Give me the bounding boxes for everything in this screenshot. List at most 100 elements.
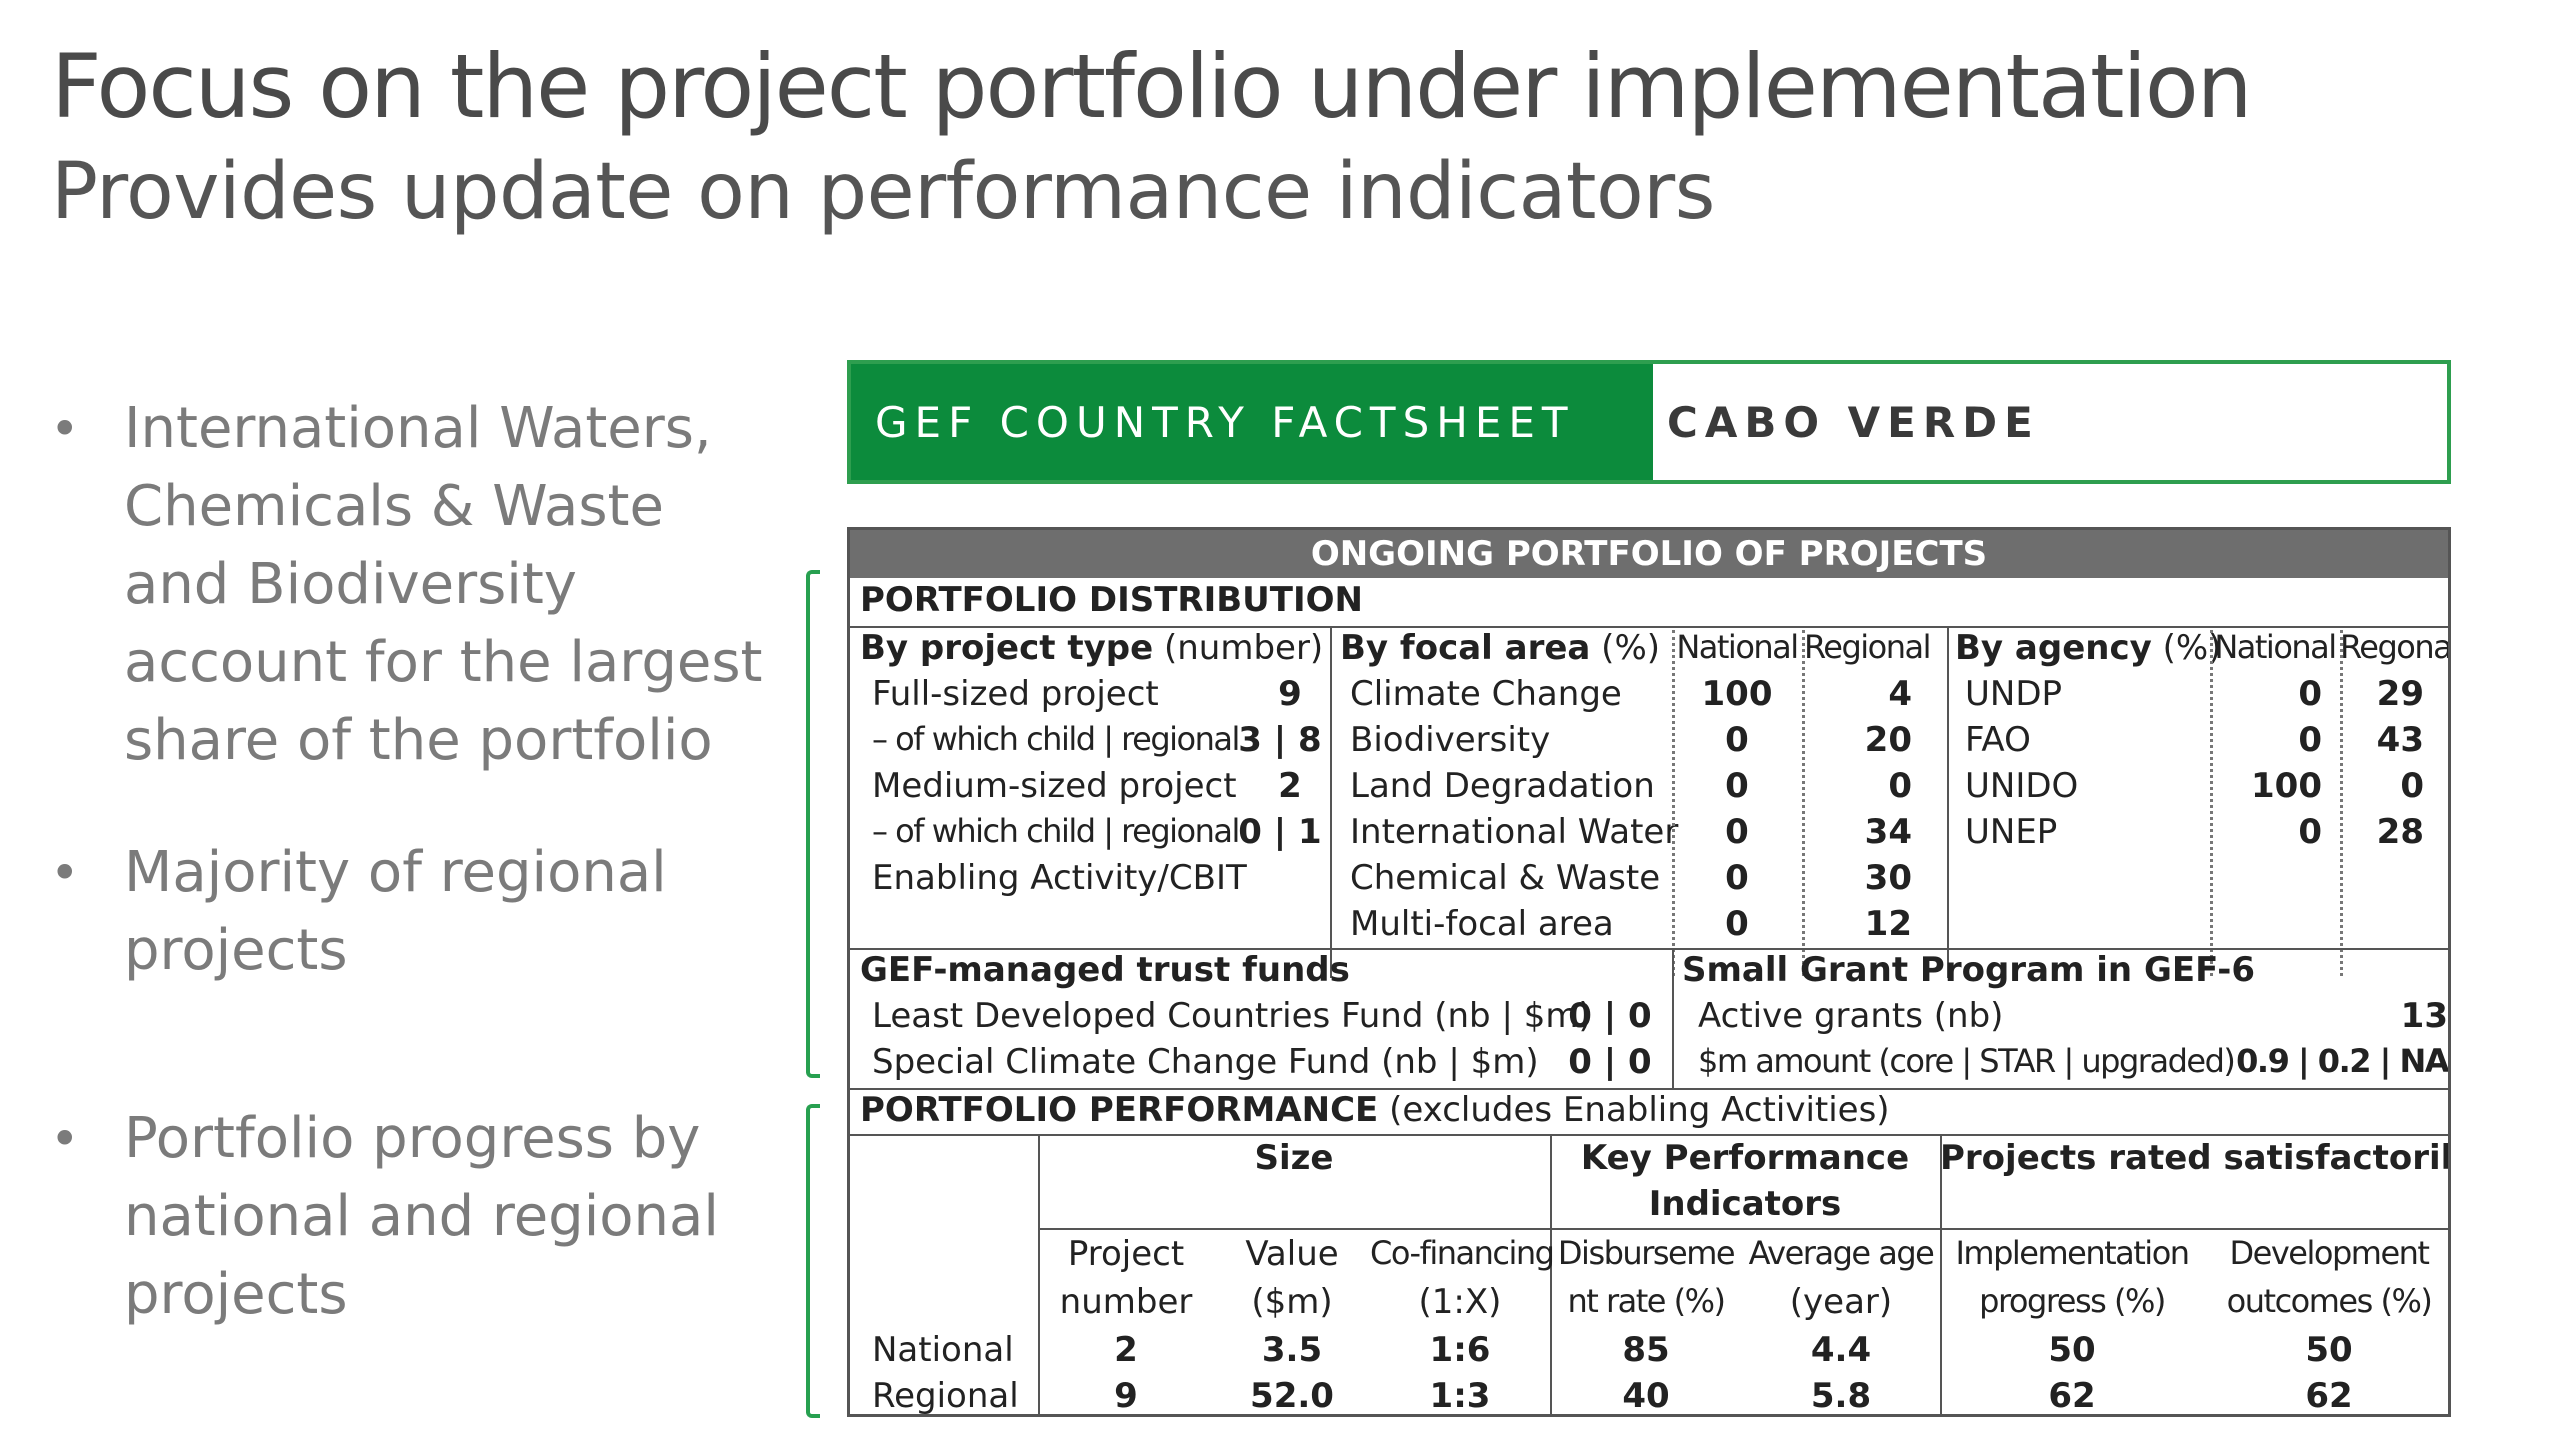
project-type-label: – of which child | regional: [872, 812, 1240, 850]
divider: [1550, 1134, 1552, 1414]
trust-funds-title: GEF-managed trust funds: [860, 950, 1350, 990]
agency-heading: By agency (%): [1955, 628, 2222, 668]
focal-national-value: 0: [1725, 812, 1749, 852]
column-header: ($m): [1251, 1282, 1333, 1322]
divider: [1940, 1134, 1942, 1414]
table-cell: 1:6: [1429, 1330, 1491, 1370]
table-cell: 3.5: [1261, 1330, 1323, 1370]
page-subtitle: Provides update on performance indicator…: [51, 147, 1715, 237]
agency-regional-value: 0: [2400, 766, 2424, 806]
column-header: Disburseme: [1557, 1234, 1736, 1272]
dotted-divider: [2210, 630, 2213, 976]
column-header: Value: [1245, 1234, 1339, 1274]
column-header: progress (%): [1979, 1282, 2166, 1320]
focal-national-value: 0: [1725, 720, 1749, 760]
trust-fund-label: Special Climate Change Fund (nb | $m): [872, 1042, 1539, 1082]
agency-col-regional: Regonal: [2340, 628, 2451, 666]
agency-regional-value: 43: [2376, 720, 2424, 760]
focal-national-value: 100: [1701, 674, 1773, 714]
bracket-distribution: [806, 570, 820, 1078]
focal-regional-value: 34: [1864, 812, 1912, 852]
trust-fund-label: Least Developed Countries Fund (nb | $m): [872, 996, 1592, 1036]
focal-area-label: International Water: [1350, 812, 1679, 852]
divider: [850, 1134, 2448, 1136]
divider: [1038, 1228, 2448, 1230]
column-header: Average age: [1748, 1234, 1935, 1272]
project-type-label: Enabling Activity/CBIT: [872, 858, 1247, 898]
agency-label: UNEP: [1965, 812, 2058, 852]
sgp-value: 13: [2400, 996, 2448, 1036]
focal-regional-value: 30: [1864, 858, 1912, 898]
table-cell: 62: [2048, 1376, 2096, 1416]
agency-label: UNIDO: [1965, 766, 2079, 806]
agency-national-value: 0: [2298, 720, 2322, 760]
factsheet-country: CABO VERDE: [1667, 397, 2040, 447]
focal-area-label: Chemical & Waste: [1350, 858, 1661, 898]
column-header: Project: [1067, 1234, 1185, 1274]
table-cell: 85: [1622, 1330, 1670, 1370]
column-header: Development: [2229, 1234, 2430, 1272]
focal-area-label: Biodiversity: [1350, 720, 1551, 760]
divider: [1038, 1134, 1040, 1414]
bullet-item: Majority of regional projects: [40, 834, 784, 990]
trust-fund-value: 0 | 0: [1568, 996, 1652, 1036]
table-cell: 40: [1622, 1376, 1670, 1416]
column-header: (1:X): [1418, 1282, 1502, 1322]
focal-national-value: 0: [1725, 766, 1749, 806]
trust-fund-value: 0 | 0: [1568, 1042, 1652, 1082]
divider: [1947, 626, 1949, 978]
sgp-label: $m amount (core | STAR | upgraded): [1698, 1042, 2236, 1080]
focal-regional-value: 0: [1888, 766, 1912, 806]
focal-regional-value: 12: [1864, 904, 1912, 944]
group-kpi: Key Performance: [1580, 1138, 1910, 1178]
column-header: (year): [1789, 1282, 1893, 1322]
project-type-value: 3 | 8: [1238, 720, 1322, 760]
divider: [1330, 626, 1332, 978]
project-type-value: 9: [1278, 674, 1302, 714]
focal-area-label: Multi-focal area: [1350, 904, 1614, 944]
column-header: Implementation: [1955, 1234, 2190, 1272]
sgp-label: Active grants (nb): [1698, 996, 2004, 1036]
table-cell: 62: [2305, 1376, 2353, 1416]
bullet-item: International Waters, Chemicals & Waste …: [40, 390, 784, 780]
agency-national-value: 0: [2298, 812, 2322, 852]
row-label-national: National: [872, 1330, 1014, 1370]
distribution-title: PORTFOLIO DISTRIBUTION: [860, 580, 1363, 620]
dotted-divider: [1802, 630, 1805, 976]
agency-regional-value: 29: [2376, 674, 2424, 714]
project-type-label: – of which child | regional: [872, 720, 1240, 758]
sgp-title: Small Grant Program in GEF-6: [1682, 950, 2256, 990]
focal-area-label: Climate Change: [1350, 674, 1622, 714]
factsheet-table: ONGOING PORTFOLIO OF PROJECTS PORTFOLIO …: [847, 527, 2451, 1417]
project-type-value: 2: [1278, 766, 1302, 806]
column-header: outcomes (%): [2226, 1282, 2433, 1320]
table-cell: 1:3: [1429, 1376, 1491, 1416]
sgp-value: 0.9 | 0.2 | NA: [2236, 1042, 2448, 1080]
page-title: Focus on the project portfolio under imp…: [51, 35, 2253, 138]
agency-label: FAO: [1965, 720, 2031, 760]
performance-title: PORTFOLIO PERFORMANCE (excludes Enabling…: [860, 1090, 1890, 1130]
focal-regional-value: 20: [1864, 720, 1912, 760]
project-type-label: Full-sized project: [872, 674, 1159, 714]
agency-col-national: National: [2214, 628, 2337, 666]
factsheet-header: GEF COUNTRY FACTSHEET CABO VERDE: [847, 360, 2451, 484]
divider: [850, 948, 2448, 950]
focal-national-value: 0: [1725, 858, 1749, 898]
ongoing-portfolio-title: ONGOING PORTFOLIO OF PROJECTS: [850, 530, 2448, 578]
column-header: number: [1059, 1282, 1193, 1322]
factsheet-header-title: GEF COUNTRY FACTSHEET: [851, 364, 1653, 480]
table-cell: 2: [1114, 1330, 1138, 1370]
agency-label: UNDP: [1965, 674, 2063, 714]
project-type-value: 0 | 1: [1238, 812, 1322, 852]
bullet-item: Portfolio progress by national and regio…: [40, 1100, 784, 1334]
focal-area-heading: By focal area (%): [1340, 628, 1661, 668]
agency-national-value: 0: [2298, 674, 2322, 714]
focal-col-regional: Regional: [1803, 628, 1932, 666]
divider: [1672, 948, 1674, 1088]
dotted-divider: [2340, 630, 2343, 976]
divider: [850, 1088, 2448, 1090]
focal-col-national: National: [1676, 628, 1799, 666]
focal-regional-value: 4: [1888, 674, 1912, 714]
group-kpi: Indicators: [1648, 1184, 1842, 1224]
row-label-regional: Regional: [872, 1376, 1019, 1416]
